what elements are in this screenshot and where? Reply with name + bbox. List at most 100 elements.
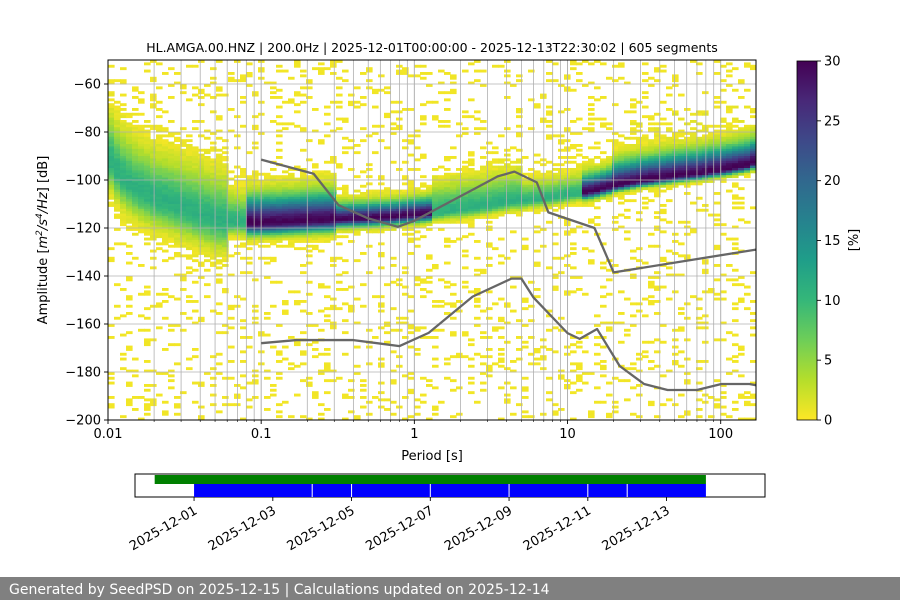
heatmap-cell [474,175,481,179]
heatmap-cell [714,192,721,195]
heatmap-cell [702,136,709,140]
heatmap-cell [162,412,169,416]
heatmap-cell [474,69,481,73]
heatmap-cell [666,172,673,176]
heatmap-cell [498,160,505,164]
heatmap-cell [702,170,709,174]
heatmap-cell [342,136,349,140]
heatmap-cell [126,278,133,282]
heatmap-cell [666,168,673,171]
heatmap-cell [504,206,511,210]
heatmap-cell [180,151,187,155]
heatmap-cell [330,307,337,311]
heatmap-cell [618,134,625,138]
heatmap-cell [636,148,643,152]
high-noise-model-line [260,158,756,274]
heatmap-cell [540,194,547,198]
heatmap-cell [738,81,745,85]
heatmap-cell [186,223,193,227]
heatmap-cell [252,396,259,399]
heatmap-cell [282,309,289,313]
heatmap-cell [126,134,133,138]
heatmap-cell [324,235,331,239]
heatmap-cell [552,232,559,236]
heatmap-cell [450,415,457,419]
heatmap-cell [600,163,607,167]
heatmap-cell [174,228,181,231]
heatmap-cell [198,220,205,224]
heatmap-cell [138,136,145,140]
heatmap-cell [192,146,199,150]
heatmap-cell [402,192,409,195]
heatmap-cell [732,237,739,241]
heatmap-cell [510,168,517,171]
heatmap-cell [330,189,337,193]
heatmap-cell [306,240,313,243]
heatmap-cell [528,208,535,212]
heatmap-cell [450,208,457,212]
heatmap-cell [654,184,661,188]
heatmap-cell [318,412,325,416]
heatmap-cell [576,153,583,157]
heatmap-cell [426,199,433,203]
heatmap-cell [312,218,319,222]
heatmap-cell [318,180,325,183]
heatmap-cell [222,187,229,191]
heatmap-cell [420,182,427,186]
heatmap-cell [744,124,751,128]
heatmap-cell [576,288,583,291]
heatmap-cell [456,208,463,212]
heatmap-cell [162,201,169,205]
heatmap-cell [150,127,157,131]
heatmap-cell [450,302,457,306]
heatmap-cell [306,232,313,236]
heatmap-cell [624,379,631,383]
heatmap-cell [180,172,187,176]
heatmap-cell [282,201,289,205]
heatmap-cell [696,208,703,212]
heatmap-cell [222,93,229,97]
heatmap-cell [510,194,517,198]
heatmap-cell [366,175,373,179]
heatmap-cell [186,213,193,217]
heatmap-cell [342,216,349,219]
heatmap-cell [222,192,229,195]
heatmap-cell [504,81,511,85]
heatmap-cell [216,410,223,414]
heatmap-cell [150,141,157,145]
heatmap-cell [378,302,385,306]
heatmap-cell [120,141,127,145]
heatmap-cell [138,124,145,128]
heatmap-cell [576,367,583,371]
heatmap-cell [576,196,583,200]
heatmap-cell [132,223,139,227]
heatmap-cell [666,141,673,145]
heatmap-cell [156,146,163,150]
heatmap-cell [204,175,211,179]
heatmap-cell [468,180,475,183]
heatmap-cell [426,206,433,210]
heatmap-cell [228,273,235,277]
heatmap-cell [324,175,331,179]
heatmap-cell [276,220,283,224]
heatmap-cell [516,336,523,339]
heatmap-cell [372,151,379,155]
heatmap-cell [276,403,283,407]
heatmap-cell [468,158,475,162]
heatmap-cell [426,187,433,191]
heatmap-cell [384,216,391,219]
heatmap-cell [180,127,187,131]
heatmap-cell [294,230,301,234]
heatmap-cell [660,160,667,164]
heatmap-cell [480,211,487,215]
heatmap-cell [288,237,295,241]
heatmap-cell [438,81,445,85]
heatmap-cell [306,376,313,380]
heatmap-cell [150,175,157,179]
heatmap-cell [438,300,445,303]
heatmap-cell [168,84,175,87]
heatmap-cell [636,144,643,147]
heatmap-cell [414,326,421,330]
heatmap-cell [174,244,181,248]
heatmap-cell [690,182,697,186]
